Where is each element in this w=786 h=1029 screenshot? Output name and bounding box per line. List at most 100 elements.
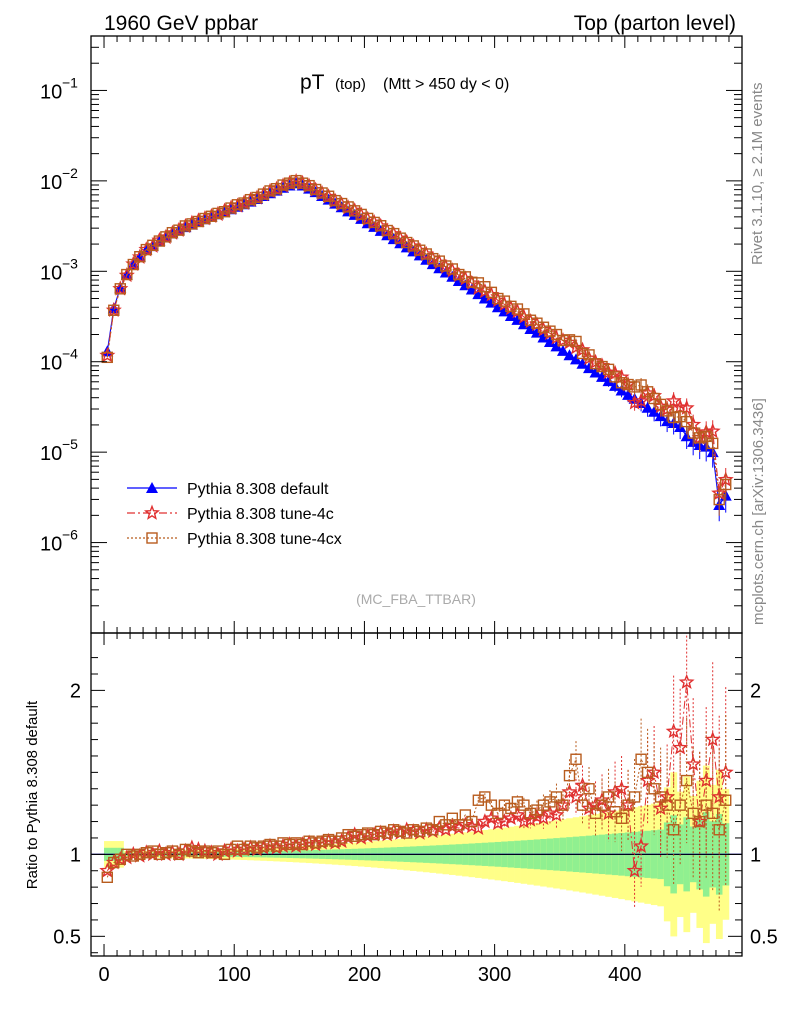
ratio-point-tune4cx bbox=[563, 769, 576, 782]
data-point-default bbox=[563, 349, 576, 361]
data-point-tune4cx bbox=[316, 187, 328, 199]
data-point-default bbox=[576, 357, 589, 369]
data-point-tune4cx bbox=[401, 236, 413, 249]
data-point-default bbox=[504, 310, 517, 322]
ratio-point-tune4cx bbox=[257, 840, 270, 852]
data-point-tune4cx bbox=[290, 174, 302, 187]
plot-title-sub: (top) bbox=[335, 76, 366, 93]
ratio-point-tune4c bbox=[502, 809, 519, 826]
data-point-tune4c bbox=[665, 392, 682, 408]
data-point-tune4cx bbox=[309, 183, 322, 196]
ratio-point-tune4cx bbox=[609, 806, 621, 818]
ratio-y-tick-label: 1 bbox=[70, 844, 81, 866]
ratio-point-tune4cx bbox=[244, 840, 257, 852]
ratio-point-tune4cx bbox=[667, 824, 680, 836]
ratio-point-tune4c bbox=[613, 780, 630, 796]
ratio-point-tune4cx bbox=[466, 815, 478, 828]
data-point-tune4cx bbox=[303, 179, 315, 192]
ratio-point-tune4cx bbox=[615, 812, 628, 824]
data-point-tune4cx bbox=[693, 432, 706, 444]
x-tick-label: 100 bbox=[218, 964, 251, 986]
data-point-tune4cx bbox=[628, 381, 641, 393]
legend-marker-tune4c bbox=[143, 504, 161, 520]
ratio-point-tune4c bbox=[698, 772, 715, 788]
ratio-point-tune4cx bbox=[648, 783, 660, 795]
data-point-tune4cx bbox=[114, 283, 126, 295]
ratio-point-tune4cx bbox=[622, 799, 634, 811]
ratio-point-tune4cx bbox=[654, 791, 667, 803]
ratio-point-tune4cx bbox=[635, 753, 647, 765]
data-point-tune4c bbox=[633, 392, 650, 408]
data-point-tune4cx bbox=[537, 321, 550, 333]
data-point-tune4cx bbox=[134, 251, 146, 263]
ratio-point-tune4cx bbox=[641, 766, 654, 779]
data-point-default bbox=[478, 292, 491, 304]
series-line-tune4c bbox=[106, 180, 727, 496]
data-point-tune4cx bbox=[583, 349, 595, 361]
data-point-tune4cx bbox=[414, 244, 426, 256]
data-point-tune4cx bbox=[270, 183, 283, 195]
data-point-tune4cx bbox=[641, 386, 654, 398]
data-point-tune4cx bbox=[121, 268, 133, 281]
data-point-tune4cx bbox=[283, 177, 296, 189]
ratio-point-tune4cx bbox=[570, 753, 582, 765]
x-tick-label: 300 bbox=[478, 964, 511, 986]
legend-label-tune4cx: Pythia 8.308 tune-4cx bbox=[187, 531, 342, 548]
ratio-point-tune4c bbox=[633, 837, 650, 853]
ratio-point-tune4c bbox=[541, 804, 558, 821]
ratio-point-tune4cx bbox=[179, 843, 192, 856]
ratio-point-tune4cx bbox=[687, 807, 699, 820]
ratio-point-tune4cx bbox=[166, 845, 179, 857]
y-tick-exponent: −4 bbox=[62, 346, 78, 362]
ratio-point-tune4cx bbox=[420, 822, 432, 834]
data-point-tune4cx bbox=[648, 392, 660, 405]
ratio-point-tune4cx bbox=[459, 809, 472, 821]
data-point-tune4cx bbox=[427, 252, 439, 265]
ratio-point-tune4cx bbox=[296, 838, 309, 851]
y-tick-label: 10 bbox=[40, 172, 62, 194]
ratio-point-tune4cx bbox=[537, 799, 550, 811]
ratio-point-tune4cx bbox=[322, 833, 335, 846]
ratio-point-tune4cx bbox=[394, 825, 406, 838]
mcplots-label: mcplots.cern.ch [arXiv:1306.3436] bbox=[750, 398, 767, 625]
data-point-default bbox=[556, 344, 569, 356]
ratio-point-tune4cx bbox=[680, 774, 693, 787]
ratio-point-tune4cx bbox=[628, 791, 641, 803]
y-tick-label: 10 bbox=[40, 534, 62, 556]
data-point-tune4cx bbox=[602, 363, 615, 376]
data-point-tune4cx bbox=[186, 218, 198, 230]
data-point-default bbox=[543, 336, 556, 348]
data-point-default bbox=[596, 370, 609, 382]
legend-label-tune4c: Pythia 8.308 tune-4c bbox=[187, 506, 334, 523]
ratio-point-tune4cx bbox=[140, 847, 153, 859]
data-point-tune4cx bbox=[661, 405, 673, 417]
data-point-tune4cx bbox=[440, 260, 452, 272]
data-point-tune4cx bbox=[381, 224, 393, 237]
data-point-tune4cx bbox=[492, 292, 504, 305]
ratio-point-tune4c bbox=[685, 755, 702, 771]
y-tick-exponent: −1 bbox=[62, 74, 78, 90]
data-point-tune4cx bbox=[544, 325, 556, 337]
ratio-point-tune4cx bbox=[511, 796, 524, 808]
data-point-tune4cx bbox=[472, 277, 485, 289]
ratio-point-tune4cx bbox=[127, 850, 140, 862]
data-point-default bbox=[537, 331, 550, 343]
ratio-point-tune4cx bbox=[355, 828, 367, 841]
ratio-point-tune4c bbox=[652, 799, 669, 816]
data-point-default bbox=[641, 401, 654, 413]
data-point-tune4cx bbox=[212, 207, 224, 220]
data-point-tune4c bbox=[626, 394, 643, 410]
ratio-point-tune4cx bbox=[205, 847, 218, 859]
ratio-point-tune4c bbox=[476, 813, 493, 829]
ratio-point-tune4c bbox=[548, 806, 565, 822]
x-tick-label: 200 bbox=[348, 964, 381, 986]
ratio-point-tune4c bbox=[665, 722, 682, 739]
plot-title-cut: (Mtt > 450 dy < 0) bbox=[383, 76, 509, 93]
ratio-point-tune4cx bbox=[186, 845, 198, 857]
data-point-tune4cx bbox=[609, 371, 621, 383]
data-point-tune4cx bbox=[342, 201, 354, 213]
data-point-tune4cx bbox=[576, 347, 589, 360]
ratio-point-tune4cx bbox=[693, 815, 706, 828]
